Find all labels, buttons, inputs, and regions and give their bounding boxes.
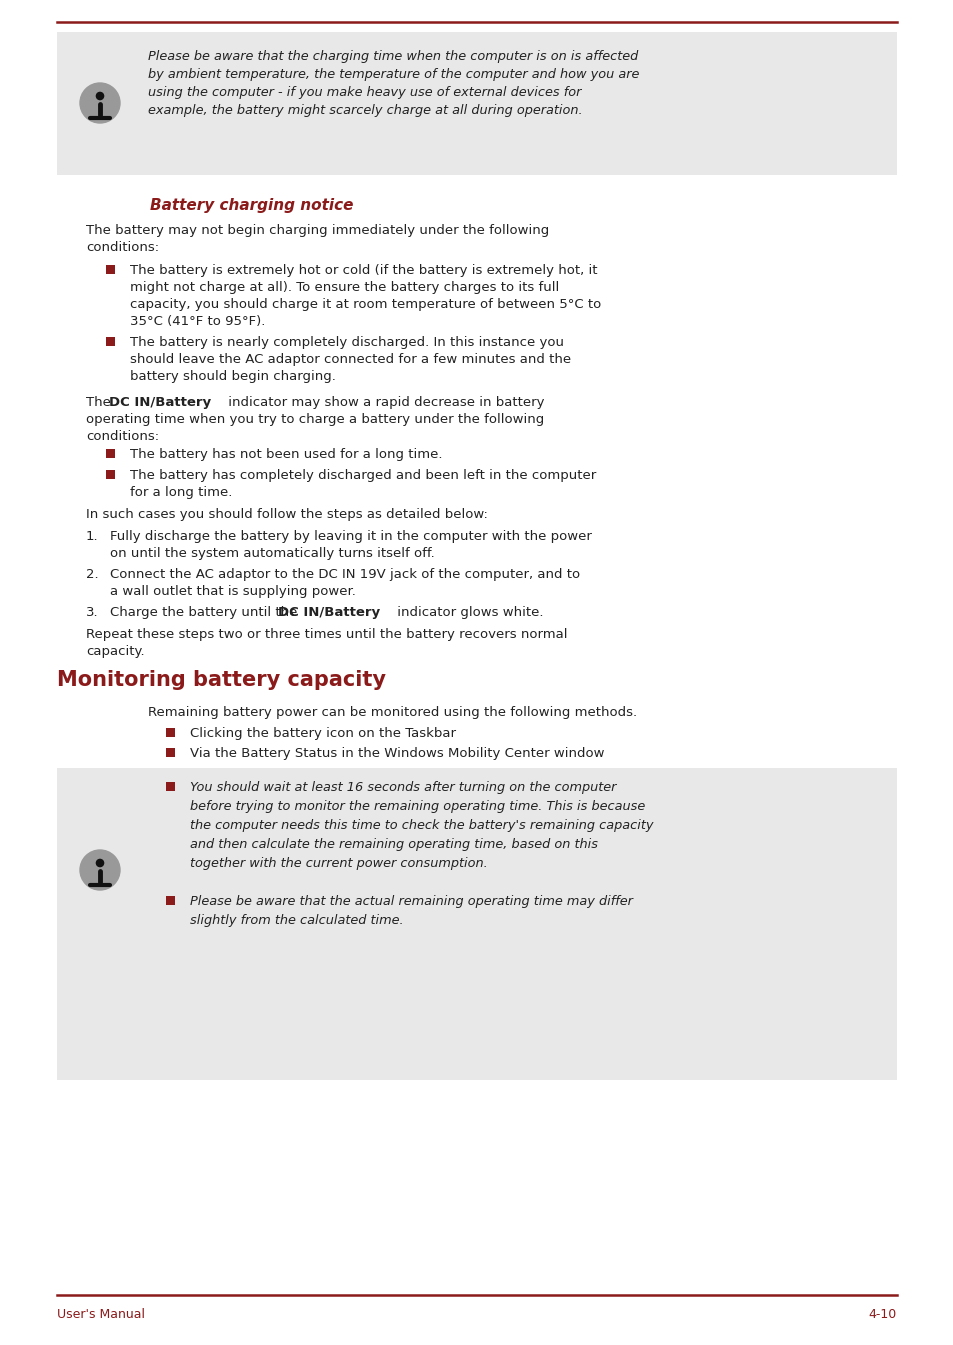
Bar (166, 728, 174, 737)
Circle shape (96, 859, 104, 866)
Text: indicator glows white.: indicator glows white. (393, 607, 543, 619)
Text: You should wait at least 16 seconds after turning on the computer: You should wait at least 16 seconds afte… (190, 781, 616, 794)
Text: slightly from the calculated time.: slightly from the calculated time. (190, 915, 403, 927)
Text: should leave the AC adaptor connected for a few minutes and the: should leave the AC adaptor connected fo… (130, 352, 571, 366)
Bar (106, 338, 115, 346)
Text: conditions:: conditions: (86, 241, 159, 254)
Circle shape (96, 93, 104, 100)
Text: on until the system automatically turns itself off.: on until the system automatically turns … (110, 547, 435, 560)
Text: by ambient temperature, the temperature of the computer and how you are: by ambient temperature, the temperature … (148, 69, 639, 81)
Text: The: The (86, 395, 115, 409)
Text: conditions:: conditions: (86, 430, 159, 443)
Text: the computer needs this time to check the battery's remaining capacity: the computer needs this time to check th… (190, 819, 653, 833)
Text: The battery is extremely hot or cold (if the battery is extremely hot, it: The battery is extremely hot or cold (if… (130, 264, 597, 277)
Text: battery should begin charging.: battery should begin charging. (130, 370, 335, 383)
Circle shape (80, 850, 120, 890)
Text: DC IN/Battery: DC IN/Battery (277, 607, 379, 619)
Text: Monitoring battery capacity: Monitoring battery capacity (57, 670, 386, 690)
Text: The battery is nearly completely discharged. In this instance you: The battery is nearly completely dischar… (130, 336, 563, 348)
Text: Fully discharge the battery by leaving it in the computer with the power: Fully discharge the battery by leaving i… (110, 530, 591, 543)
Text: Battery charging notice: Battery charging notice (150, 198, 354, 213)
Text: Remaining battery power can be monitored using the following methods.: Remaining battery power can be monitored… (148, 706, 637, 720)
Text: capacity.: capacity. (86, 646, 145, 658)
Text: using the computer - if you make heavy use of external devices for: using the computer - if you make heavy u… (148, 86, 580, 100)
Text: 3.: 3. (86, 607, 98, 619)
Text: Please be aware that the charging time when the computer is on is affected: Please be aware that the charging time w… (148, 50, 638, 63)
Text: 35°C (41°F to 95°F).: 35°C (41°F to 95°F). (130, 315, 265, 328)
Text: In such cases you should follow the steps as detailed below:: In such cases you should follow the step… (86, 508, 487, 521)
Bar (106, 469, 115, 479)
Text: and then calculate the remaining operating time, based on this: and then calculate the remaining operati… (190, 838, 598, 851)
Text: operating time when you try to charge a battery under the following: operating time when you try to charge a … (86, 413, 543, 426)
Bar (106, 449, 115, 459)
Text: example, the battery might scarcely charge at all during operation.: example, the battery might scarcely char… (148, 104, 582, 117)
Text: before trying to monitor the remaining operating time. This is because: before trying to monitor the remaining o… (190, 800, 644, 812)
Text: The battery has not been used for a long time.: The battery has not been used for a long… (130, 448, 442, 461)
Text: DC IN/Battery: DC IN/Battery (109, 395, 211, 409)
Text: 4-10: 4-10 (868, 1307, 896, 1321)
Text: Please be aware that the actual remaining operating time may differ: Please be aware that the actual remainin… (190, 894, 632, 908)
Text: might not charge at all). To ensure the battery charges to its full: might not charge at all). To ensure the … (130, 281, 558, 295)
Bar (57, 32, 896, 175)
Bar (106, 265, 115, 274)
Bar (57, 768, 896, 1080)
Text: Connect the AC adaptor to the DC IN 19V jack of the computer, and to: Connect the AC adaptor to the DC IN 19V … (110, 568, 579, 581)
Text: The battery has completely discharged and been left in the computer: The battery has completely discharged an… (130, 469, 596, 482)
Text: Repeat these steps two or three times until the battery recovers normal: Repeat these steps two or three times un… (86, 628, 567, 642)
Text: Clicking the battery icon on the Taskbar: Clicking the battery icon on the Taskbar (190, 728, 456, 740)
Text: Via the Battery Status in the Windows Mobility Center window: Via the Battery Status in the Windows Mo… (190, 746, 604, 760)
Bar (166, 748, 174, 757)
Text: 1.: 1. (86, 530, 98, 543)
Text: together with the current power consumption.: together with the current power consumpt… (190, 857, 487, 870)
Text: The battery may not begin charging immediately under the following: The battery may not begin charging immed… (86, 225, 549, 237)
Text: a wall outlet that is supplying power.: a wall outlet that is supplying power. (110, 585, 355, 599)
Bar (166, 896, 174, 905)
Text: Charge the battery until the: Charge the battery until the (110, 607, 301, 619)
Text: for a long time.: for a long time. (130, 486, 233, 499)
Bar (166, 781, 174, 791)
Text: capacity, you should charge it at room temperature of between 5°C to: capacity, you should charge it at room t… (130, 299, 600, 311)
Text: indicator may show a rapid decrease in battery: indicator may show a rapid decrease in b… (224, 395, 544, 409)
Text: User's Manual: User's Manual (57, 1307, 145, 1321)
Text: 2.: 2. (86, 568, 98, 581)
Circle shape (80, 83, 120, 122)
